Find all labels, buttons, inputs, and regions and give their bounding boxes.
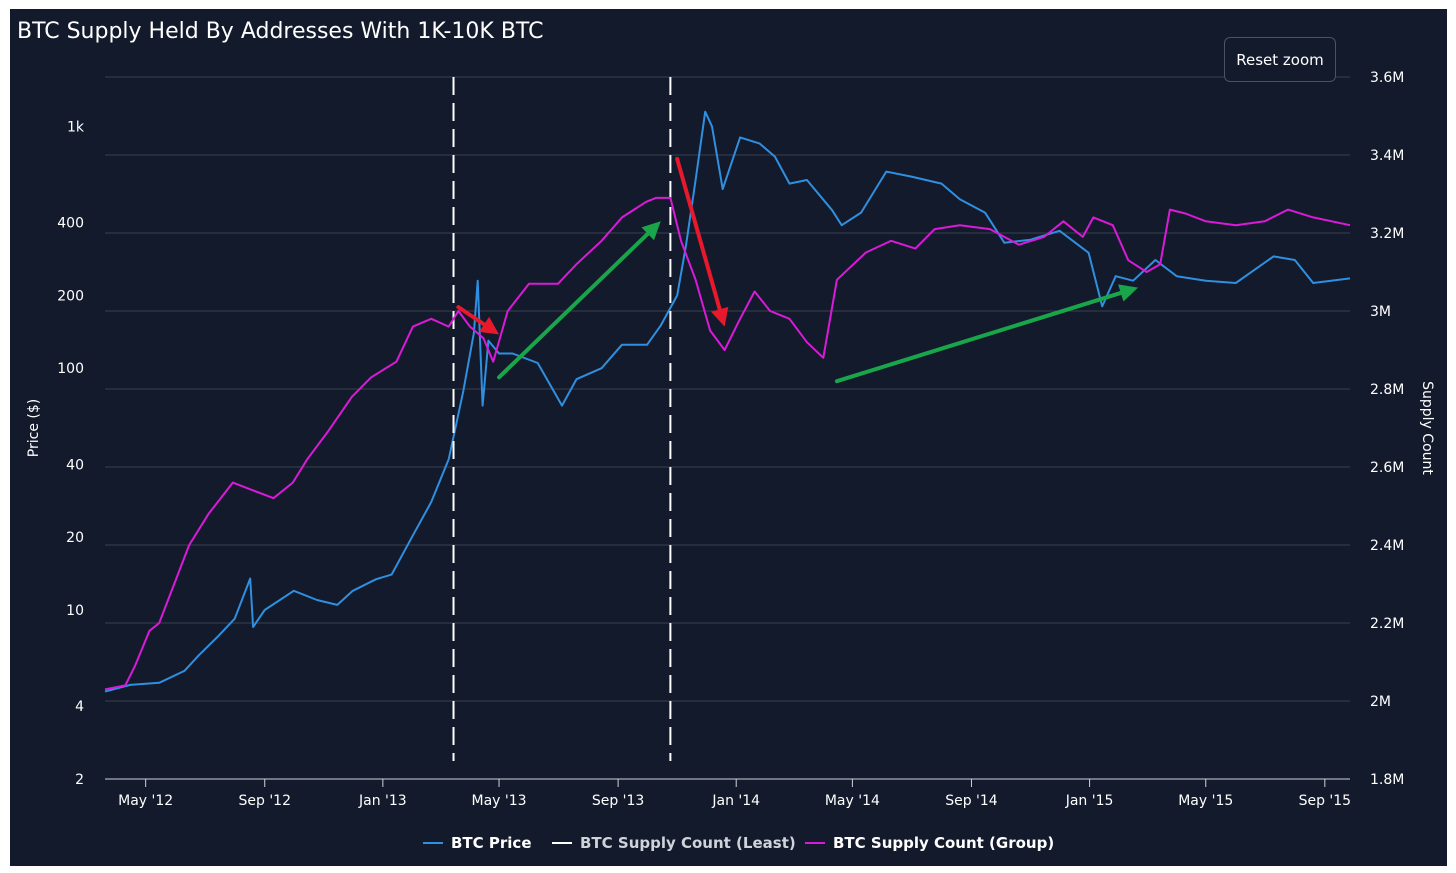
y-right-tick-label: 2.8M: [1370, 382, 1404, 398]
y-right-tick-label: 2M: [1370, 694, 1391, 710]
y-right-tick-label: 1.8M: [1370, 772, 1404, 788]
x-tick-label: Sep '15: [1299, 793, 1352, 809]
legend: BTC Price BTC Supply Count (Least) BTC S…: [423, 834, 1054, 852]
chart-title: BTC Supply Held By Addresses With 1K-10K…: [17, 19, 543, 44]
annotation-arrow-shaft: [456, 305, 487, 327]
x-tick-label: Jan '14: [711, 793, 760, 809]
annotation-arrow-head: [479, 316, 500, 335]
legend-label: BTC Supply Count (Group): [833, 834, 1054, 852]
series-line-0: [104, 110, 1351, 693]
x-tick-label: Jan '13: [358, 793, 407, 809]
series-line-2: [104, 196, 1351, 691]
x-tick-label: Sep '12: [238, 793, 291, 809]
legend-item-btc-price[interactable]: BTC Price: [423, 834, 532, 852]
legend-item-supply-least[interactable]: BTC Supply Count (Least): [552, 834, 796, 852]
y-left-tick-label: 100: [57, 361, 84, 377]
y-axis-right-title: Supply Count: [1419, 381, 1435, 475]
x-tick-label: May '13: [471, 793, 526, 809]
y-left-tick-label: 2: [75, 772, 84, 788]
y-right-tick-label: 3M: [1370, 304, 1391, 320]
annotation-arrow-head: [1118, 284, 1138, 302]
annotation-arrow-shaft: [675, 156, 722, 312]
y-right-tick-label: 3.6M: [1370, 70, 1404, 86]
y-right-tick-label: 3.2M: [1370, 226, 1404, 242]
y-left-tick-label: 1k: [67, 119, 85, 135]
reset-zoom-button[interactable]: Reset zoom: [1224, 37, 1336, 82]
y-left-tick-label: 400: [57, 216, 84, 232]
chart-frame: BTC Supply Held By Addresses With 1K-10K…: [10, 9, 1447, 866]
y-left-tick-label: 4: [75, 699, 84, 715]
legend-label: BTC Price: [451, 834, 532, 852]
legend-item-supply-group[interactable]: BTC Supply Count (Group): [805, 834, 1054, 852]
y-axis-left-title: Price ($): [26, 399, 42, 457]
annotation-arrow-head: [711, 306, 729, 327]
axes: 1.8M 2M 2.2M 2.4M 2.6M 2.8M 3M 3.2M 3.4M 3.6M 2 4 10…: [57, 70, 1404, 809]
x-tick-label: Sep '14: [945, 793, 998, 809]
x-tick-label: Sep '13: [592, 793, 645, 809]
y-right-tick-label: 3.4M: [1370, 148, 1404, 164]
chart: BTC Supply Held By Addresses With 1K-10K…: [17, 19, 1435, 852]
grid: [105, 76, 1350, 780]
x-tick-label: May '14: [825, 793, 880, 809]
y-left-tick-label: 40: [66, 457, 84, 473]
y-right-tick-label: 2.4M: [1370, 538, 1404, 554]
y-right-tick-label: 2.6M: [1370, 460, 1404, 476]
y-left-tick-label: 20: [66, 530, 84, 546]
x-tick-label: May '15: [1178, 793, 1233, 809]
y-right-tick-label: 2.2M: [1370, 616, 1404, 632]
x-tick-label: Jan '15: [1065, 793, 1114, 809]
annotation-arrow-shaft: [834, 290, 1123, 384]
annotation-arrow-shaft: [497, 231, 650, 380]
legend-label: BTC Supply Count (Least): [580, 834, 796, 852]
annotation-arrow-head: [641, 221, 661, 241]
annotations: [456, 156, 1138, 384]
y-left-tick-label: 10: [66, 603, 84, 619]
series: [104, 77, 1351, 761]
y-left-tick-label: 200: [57, 288, 84, 304]
x-tick-label: May '12: [118, 793, 173, 809]
